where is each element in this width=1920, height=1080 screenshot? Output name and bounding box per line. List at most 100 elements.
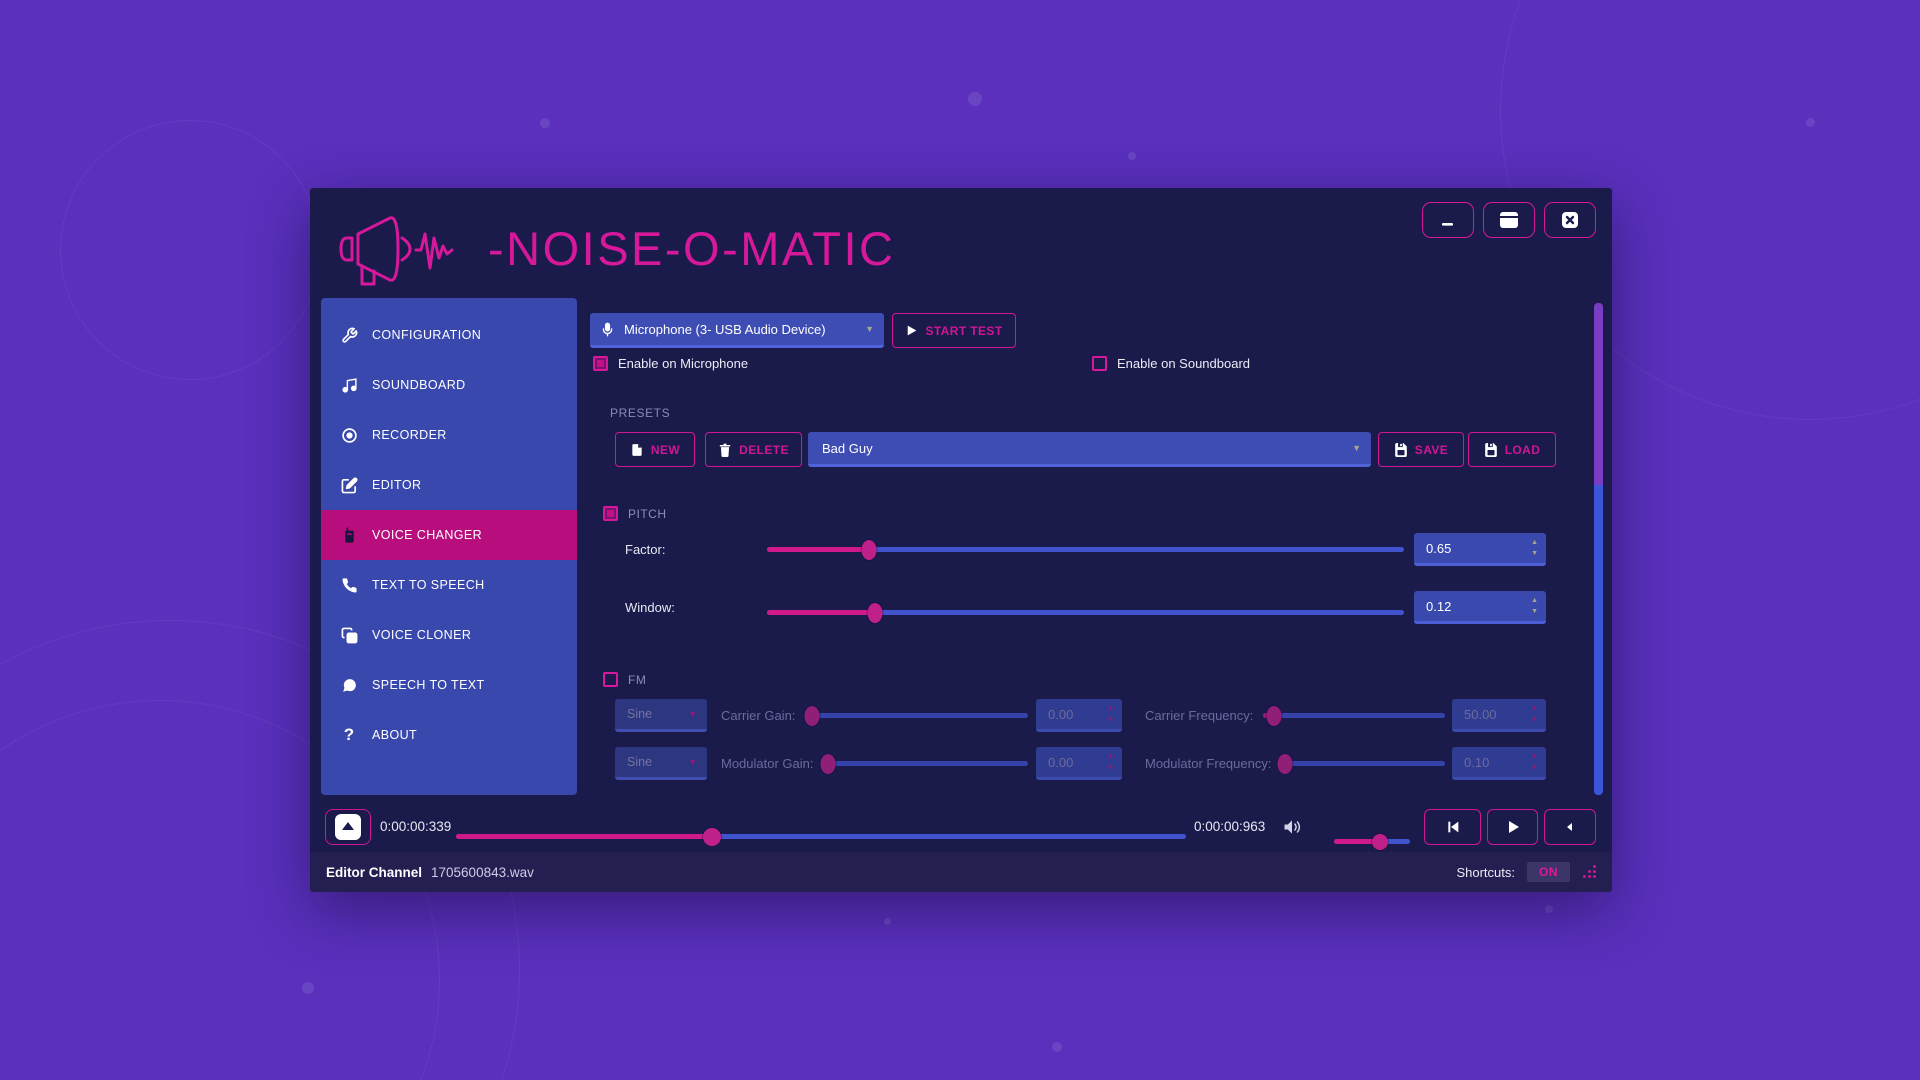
sidebar-item-voice-changer[interactable]: VOICE CHANGER <box>321 510 577 560</box>
preset-new-label: NEW <box>650 442 681 457</box>
preset-select[interactable]: Bad Guy ▼ <box>808 432 1371 467</box>
chat-icon <box>339 675 359 695</box>
play-button[interactable] <box>1487 809 1538 845</box>
chevron-down-icon: ▼ <box>688 757 697 767</box>
sidebar-item-label: SOUNDBOARD <box>372 378 466 392</box>
sidebar-item-soundboard[interactable]: SOUNDBOARD <box>321 360 577 410</box>
enable-on-soundboard-checkbox[interactable]: Enable on Soundboard <box>1092 356 1250 371</box>
fm-section-label: FM <box>628 672 647 687</box>
fm-carrier-gain-label: Carrier Gain: <box>721 708 796 723</box>
slider-thumb[interactable] <box>804 705 820 726</box>
eject-button[interactable] <box>325 809 371 845</box>
content-scrollbar[interactable] <box>1594 303 1603 795</box>
fm-carrier-frequency-slider[interactable] <box>1263 705 1445 726</box>
spin-down-icon: ▼ <box>1531 550 1538 557</box>
record-icon <box>339 425 359 445</box>
fm-carrier-frequency-value[interactable]: 50.00 ▲ ▼ <box>1452 699 1546 732</box>
sidebar-item-recorder[interactable]: RECORDER <box>321 410 577 460</box>
sidebar-item-label: RECORDER <box>372 428 447 442</box>
slider-thumb[interactable] <box>820 753 836 774</box>
fm-modulator-gain-label: Modulator Gain: <box>721 756 814 771</box>
preset-save-label: SAVE <box>1414 442 1449 457</box>
spin-down-icon: ▼ <box>1107 716 1114 723</box>
sidebar-item-voice-cloner[interactable]: VOICE CLONER <box>321 610 577 660</box>
pitch-factor-slider[interactable] <box>767 539 1404 560</box>
start-test-button[interactable]: START TEST <box>892 313 1016 348</box>
minimize-button[interactable] <box>1422 202 1474 238</box>
pitch-window-value[interactable]: 0.12 ▲ ▼ <box>1414 591 1546 624</box>
slider-thumb[interactable] <box>1277 753 1293 774</box>
fm-modulator-gain-value[interactable]: 0.00 ▲ ▼ <box>1036 747 1122 780</box>
scrollbar-thumb[interactable] <box>1594 303 1603 486</box>
sidebar-item-label: VOICE CHANGER <box>372 528 483 542</box>
fm-carrier-gain-value[interactable]: 0.00 ▲ ▼ <box>1036 699 1122 732</box>
preset-save-button[interactable]: SAVE <box>1378 432 1464 467</box>
save-icon <box>1394 442 1407 457</box>
microphone-icon <box>602 322 613 336</box>
shortcuts-label: Shortcuts: <box>1456 864 1515 880</box>
app-window: -NOISE-O-MATIC CONFIGURATION SOUNDBOARD … <box>310 188 1612 892</box>
enable-on-soundboard-label: Enable on Soundboard <box>1117 356 1251 371</box>
background-decoration <box>1052 1042 1062 1052</box>
spinner-arrows[interactable]: ▲ ▼ <box>1531 705 1546 723</box>
sidebar-item-speech-to-text[interactable]: SPEECH TO TEXT <box>321 660 577 710</box>
speaker-icon[interactable] <box>1282 817 1302 842</box>
maximize-button[interactable] <box>1483 202 1535 238</box>
fm-modulator-wave-select[interactable]: Sine ▼ <box>615 747 707 780</box>
panel-collapse-button[interactable] <box>1544 809 1596 845</box>
pitch-enable-checkbox[interactable]: PITCH <box>603 506 667 521</box>
preset-delete-button[interactable]: DELETE <box>705 432 802 467</box>
spin-up-icon: ▲ <box>1107 753 1114 760</box>
slider-thumb[interactable] <box>1372 833 1389 850</box>
background-decoration <box>60 120 320 380</box>
play-icon <box>908 325 917 336</box>
fm-enable-checkbox[interactable]: FM <box>603 672 646 687</box>
background-decoration <box>884 918 891 925</box>
fm-modulator-frequency-value[interactable]: 0.10 ▲ ▼ <box>1452 747 1546 780</box>
sidebar-item-about[interactable]: ? ABOUT <box>321 710 577 760</box>
copy-icon <box>339 625 359 645</box>
spinner-arrows[interactable]: ▲ ▼ <box>1531 597 1546 615</box>
slider-thumb[interactable] <box>861 539 877 560</box>
scrollbar-track[interactable] <box>1594 485 1603 795</box>
checkbox-icon <box>593 356 608 371</box>
megaphone-icon <box>339 216 454 286</box>
spin-up-icon: ▲ <box>1531 539 1538 546</box>
spinner-arrows[interactable]: ▲ ▼ <box>1531 539 1546 557</box>
enable-on-microphone-checkbox[interactable]: Enable on Microphone <box>593 356 748 371</box>
spin-up-icon: ▲ <box>1531 597 1538 604</box>
shortcuts-toggle[interactable]: ON <box>1527 862 1570 882</box>
fm-carrier-gain-slider[interactable] <box>804 705 1028 726</box>
spinner-arrows[interactable]: ▲ ▼ <box>1531 753 1546 771</box>
volume-slider[interactable] <box>1334 833 1410 850</box>
pitch-factor-value[interactable]: 0.65 ▲ ▼ <box>1414 533 1546 566</box>
pitch-window-slider[interactable] <box>767 602 1404 623</box>
microphone-device-select[interactable]: Microphone (3- USB Audio Device) ▼ <box>590 313 884 348</box>
spinner-arrows[interactable]: ▲ ▼ <box>1107 753 1122 771</box>
preset-load-button[interactable]: LOAD <box>1468 432 1556 467</box>
checkbox-icon <box>603 506 618 521</box>
trash-icon <box>719 443 731 457</box>
background-decoration <box>1806 118 1815 127</box>
fm-modulator-frequency-slider[interactable] <box>1277 753 1445 774</box>
chevron-left-icon <box>1567 823 1572 831</box>
spin-down-icon: ▼ <box>1107 764 1114 771</box>
close-button[interactable] <box>1544 202 1596 238</box>
player-progress-slider[interactable] <box>456 827 1186 846</box>
skip-to-start-button[interactable] <box>1424 809 1481 845</box>
player-time-total: 0:00:00:963 <box>1194 819 1266 834</box>
fm-carrier-wave-select[interactable]: Sine ▼ <box>615 699 707 732</box>
sidebar-item-configuration[interactable]: CONFIGURATION <box>321 310 577 360</box>
slider-thumb[interactable] <box>702 827 721 846</box>
sidebar-item-label: TEXT TO SPEECH <box>372 578 485 592</box>
sidebar-item-text-to-speech[interactable]: TEXT TO SPEECH <box>321 560 577 610</box>
resize-grip[interactable] <box>1582 865 1596 879</box>
selected-device-label: Microphone (3- USB Audio Device) <box>624 321 826 337</box>
slider-thumb[interactable] <box>867 602 883 623</box>
fm-modulator-gain-slider[interactable] <box>820 753 1028 774</box>
spinner-arrows[interactable]: ▲ ▼ <box>1107 705 1122 723</box>
sidebar-item-editor[interactable]: EDITOR <box>321 460 577 510</box>
background-decoration <box>302 982 314 994</box>
preset-new-button[interactable]: NEW <box>615 432 695 467</box>
slider-thumb[interactable] <box>1266 705 1282 726</box>
